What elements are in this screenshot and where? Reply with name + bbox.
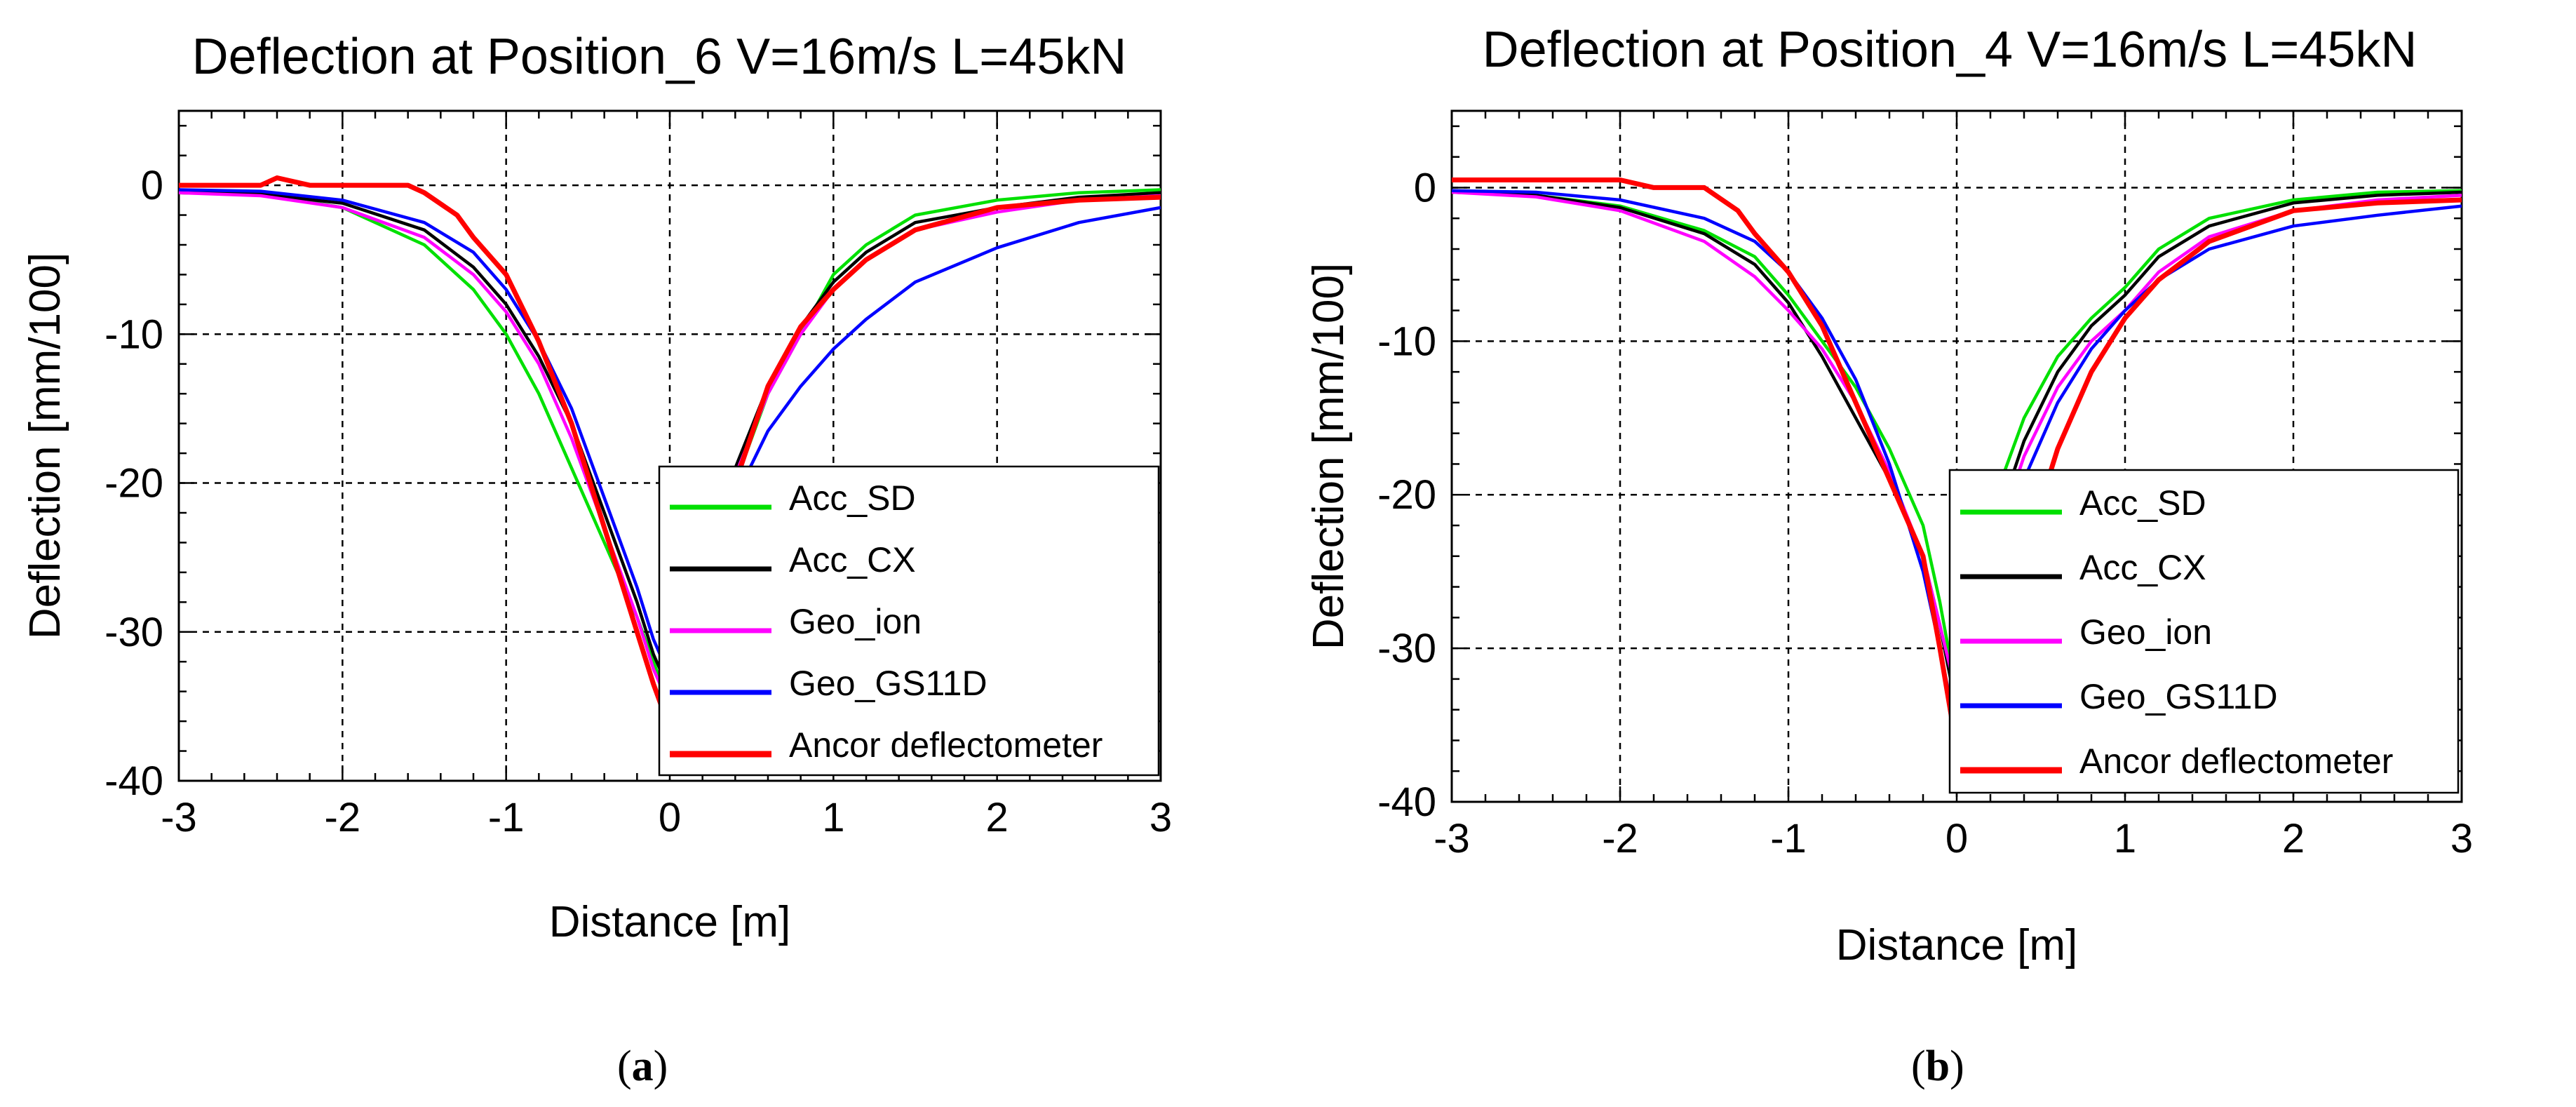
series-line-ancor-deflectometer xyxy=(1452,177,2462,751)
chart-1: Deflection at Position_6 V=16m/s L=45kN -… xyxy=(21,29,1172,1090)
x-axis-label: Distance [m] xyxy=(549,898,791,946)
x-tick-label: 1 xyxy=(2114,816,2136,861)
x-tick-label: -2 xyxy=(325,795,361,840)
legend-entry: Geo_ion xyxy=(789,602,922,641)
x-tick-label: -2 xyxy=(1602,816,1638,861)
tick-group: -3 -2 -1 0 1 2 30-10-20-30-40 xyxy=(104,111,1172,840)
legend-entry: Acc_CX xyxy=(2079,548,2206,587)
x-tick-label: 2 xyxy=(2282,816,2305,861)
x-tick-label: 1 xyxy=(822,795,844,840)
y-tick-label: -40 xyxy=(104,758,163,804)
x-tick-label: 3 xyxy=(1149,795,1172,840)
legend-entry: Acc_SD xyxy=(789,478,916,518)
y-tick-label: -20 xyxy=(104,461,163,506)
y-axis-label: Deflection [mm/100] xyxy=(21,253,69,639)
tick-group: -3 -2 -1 0 1 2 30-10-20-30-40 xyxy=(1377,111,2473,861)
y-tick-label: -30 xyxy=(104,610,163,655)
y-tick-label: -10 xyxy=(1377,318,1436,364)
x-tick-label: -3 xyxy=(1434,816,1470,861)
legend-entry: Ancor deflectometer xyxy=(2079,742,2393,781)
chart-2: Deflection at Position_4 V=16m/s L=45kN -… xyxy=(1304,22,2473,1090)
x-tick-label: -3 xyxy=(161,795,197,840)
y-tick-label: -40 xyxy=(1377,779,1436,825)
legend: Acc_SD Acc_CX Geo_ion Geo_GS11D Ancor deflec… xyxy=(1948,469,2460,794)
chart-title: Deflection at Position_4 V=16m/s L=45kN xyxy=(1483,22,2417,78)
x-tick-label: 2 xyxy=(986,795,1009,840)
x-tick-label: -1 xyxy=(1770,816,1807,861)
legend-box xyxy=(658,465,1160,777)
legend-entry: Geo_ion xyxy=(2079,612,2212,652)
x-tick-label: -1 xyxy=(488,795,525,840)
legend: Acc_SD Acc_CX Geo_ion Geo_GS11D Ancor deflec… xyxy=(658,465,1160,777)
legend-entry: Geo_GS11D xyxy=(789,664,987,703)
x-tick-label: 3 xyxy=(2450,816,2473,861)
chart-title: Deflection at Position_6 V=16m/s L=45kN xyxy=(192,29,1127,85)
y-tick-label: 0 xyxy=(141,163,163,208)
y-tick-label: -30 xyxy=(1377,626,1436,671)
x-tick-label: 0 xyxy=(1946,816,1968,861)
legend-entry: Geo_GS11D xyxy=(2079,677,2278,716)
legend-entry: Ancor deflectometer xyxy=(789,725,1102,765)
x-axis-label: Distance [m] xyxy=(1836,921,2078,970)
legend-entry: Acc_CX xyxy=(789,540,916,579)
legend-box xyxy=(1948,469,2460,794)
y-tick-label: 0 xyxy=(1414,165,1436,210)
subfigure-caption: (a) xyxy=(617,1042,668,1090)
y-axis-label: Deflection [mm/100] xyxy=(1304,263,1353,650)
series-line-ancor-deflectometer xyxy=(179,175,1161,732)
y-tick-label: -10 xyxy=(104,311,163,357)
x-tick-label: 0 xyxy=(659,795,681,840)
y-tick-label: -20 xyxy=(1377,472,1436,518)
subfigure-caption: (b) xyxy=(1911,1042,1964,1090)
legend-entry: Acc_SD xyxy=(2079,483,2206,523)
